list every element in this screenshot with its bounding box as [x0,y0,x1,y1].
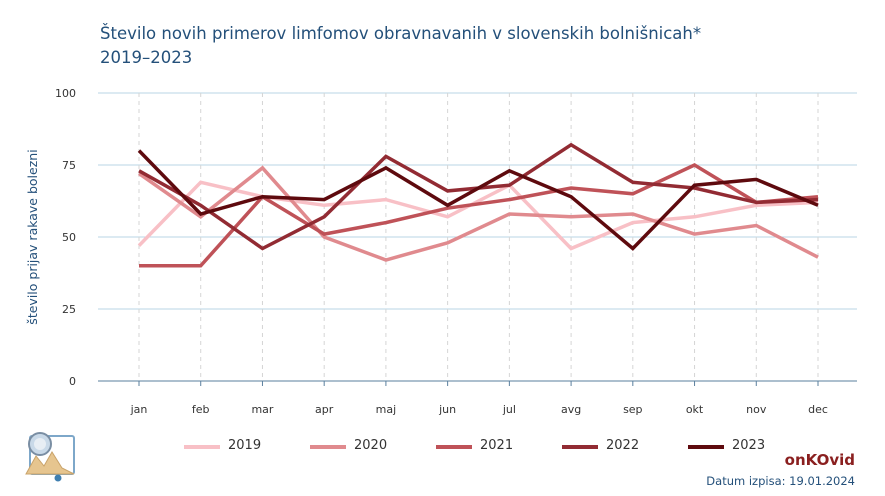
chart-title-line-1: Število novih primerov limfomov obravnav… [100,24,702,43]
y-tick-label: 75 [62,159,76,172]
print-date: Datum izpisa: 19.01.2024 [706,474,855,488]
legend-label: 2019 [228,438,262,453]
y-tick-label: 25 [62,303,76,316]
y-tick-label: 50 [62,231,76,244]
x-tick-label: apr [315,403,334,416]
x-axis-gridlines [138,93,819,381]
x-tick-label: maj [376,403,397,416]
x-axis-ticks: jan feb mar apr maj jun jul avg sep okt nov dec [130,381,828,416]
x-tick-label: sep [623,403,642,416]
x-tick-label: dec [808,403,828,416]
x-tick-label: mar [251,403,273,416]
legend-label: 2023 [732,438,766,453]
x-tick-label: jul [502,403,516,416]
legend-swatch [688,445,724,449]
legend-swatch [184,445,220,449]
legend-label: 2022 [606,438,640,453]
legend-label: 2020 [354,438,388,453]
x-tick-label: jun [438,403,456,416]
x-tick-label: jan [130,403,148,416]
x-tick-label: avg [561,403,581,416]
chart-title-line-2: 2019–2023 [100,48,193,67]
legend-swatch [436,445,472,449]
series-line-2020 [137,165,819,262]
series-line-2023 [137,149,819,251]
series-line-2021 [139,163,819,268]
legend-label: 2021 [480,438,514,453]
legend-swatch [562,445,598,449]
map-chart-logo-icon [22,428,78,488]
x-tick-label: feb [192,403,210,416]
legend-swatch [310,445,346,449]
x-tick-label: nov [746,403,767,416]
brand-name: onKOvid [784,451,855,469]
chart-title: Število novih primerov limfomov obravnav… [100,22,701,70]
series-line-2022 [138,142,819,251]
y-tick-label: 0 [69,375,76,388]
chart-series [137,142,819,268]
y-axis-title: število prijav rakave bolezni [25,149,40,324]
series-line-2019 [137,180,819,251]
chart-grid [98,92,857,382]
y-axis-ticks: 0 25 50 75 100 [55,87,76,388]
y-tick-label: 100 [55,87,76,100]
x-tick-label: okt [686,403,704,416]
